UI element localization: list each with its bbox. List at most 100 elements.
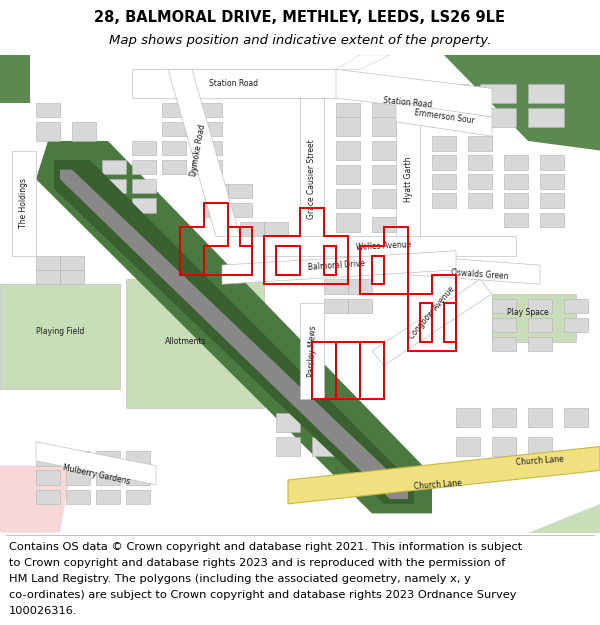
Polygon shape [408, 256, 540, 284]
Bar [372, 189, 396, 208]
Polygon shape [12, 151, 36, 256]
Bar [336, 165, 360, 184]
Polygon shape [300, 98, 324, 261]
Text: 28, BALMORAL DRIVE, METHLEY, LEEDS, LS26 9LE: 28, BALMORAL DRIVE, METHLEY, LEEDS, LS26… [95, 10, 505, 25]
Bar [336, 117, 360, 136]
Bar [528, 408, 552, 428]
Text: Balmoral Drive: Balmoral Drive [307, 259, 365, 272]
Text: Emmerson Sour: Emmerson Sour [413, 108, 475, 126]
Text: Station Road: Station Road [383, 96, 433, 109]
Bar [432, 84, 468, 102]
Text: Hyatt Garth: Hyatt Garth [404, 156, 413, 202]
Bar [276, 413, 300, 432]
Bar [324, 299, 348, 313]
Bar [336, 213, 360, 232]
Bar [528, 84, 564, 102]
Bar [102, 198, 126, 212]
Bar [132, 179, 156, 194]
Polygon shape [222, 251, 456, 284]
Bar [456, 437, 480, 456]
Bar [264, 222, 288, 236]
Text: to Crown copyright and database rights 2023 and is reproduced with the permissio: to Crown copyright and database rights 2… [9, 558, 505, 568]
Bar [540, 155, 564, 169]
Bar [504, 213, 528, 227]
Bar [312, 413, 336, 432]
Bar [126, 471, 150, 485]
Bar [528, 337, 552, 351]
Bar [528, 107, 564, 127]
Bar [468, 174, 492, 189]
Bar [564, 299, 588, 313]
Bar [96, 451, 120, 466]
Bar [162, 122, 186, 136]
Bar [132, 198, 156, 212]
Bar [126, 489, 150, 504]
Polygon shape [132, 69, 336, 98]
Bar [468, 194, 492, 208]
Bar [96, 471, 120, 485]
Bar [60, 256, 84, 270]
Text: Congbow Avenue: Congbow Avenue [407, 284, 457, 341]
Bar [132, 141, 156, 155]
Bar [66, 471, 90, 485]
Text: Playing Field: Playing Field [36, 328, 84, 336]
Text: Church Lane: Church Lane [516, 455, 564, 467]
Bar [228, 184, 252, 198]
Polygon shape [336, 69, 492, 117]
Text: Mulberry Gardens: Mulberry Gardens [62, 464, 130, 487]
Bar [432, 107, 468, 127]
Text: Dymoke Road: Dymoke Road [189, 124, 207, 177]
Bar [540, 174, 564, 189]
Polygon shape [372, 279, 492, 366]
Bar [240, 222, 264, 236]
Bar [228, 203, 252, 217]
Bar [204, 184, 228, 198]
Bar [372, 141, 396, 160]
Polygon shape [492, 294, 576, 341]
Bar [504, 174, 528, 189]
Bar [492, 337, 516, 351]
Bar [372, 165, 396, 184]
Bar [564, 408, 588, 428]
Bar [504, 155, 528, 169]
Bar [132, 160, 156, 174]
Text: Parsley Mews: Parsley Mews [307, 325, 317, 377]
Bar [528, 318, 552, 332]
Polygon shape [0, 55, 30, 102]
Polygon shape [168, 69, 240, 236]
Bar [372, 102, 396, 117]
Text: Church Lane: Church Lane [414, 479, 462, 491]
Bar [36, 489, 60, 504]
Polygon shape [528, 504, 600, 532]
Text: Station Road: Station Road [209, 79, 259, 88]
Bar [66, 451, 90, 466]
Bar [312, 437, 336, 456]
Polygon shape [36, 141, 432, 513]
Bar [468, 155, 492, 169]
Bar [36, 471, 60, 485]
Polygon shape [264, 236, 516, 256]
Bar [564, 318, 588, 332]
Bar [492, 318, 516, 332]
Polygon shape [54, 160, 414, 504]
Polygon shape [36, 442, 156, 485]
Polygon shape [288, 446, 600, 504]
Bar [162, 160, 186, 174]
Bar [36, 122, 60, 141]
Text: co-ordinates) are subject to Crown copyright and database rights 2023 Ordnance S: co-ordinates) are subject to Crown copyr… [9, 590, 517, 600]
Bar [528, 299, 552, 313]
Polygon shape [60, 169, 408, 499]
Polygon shape [444, 55, 600, 151]
Bar [102, 179, 126, 194]
Bar [72, 122, 96, 141]
Bar [36, 270, 60, 284]
Polygon shape [336, 55, 390, 69]
Polygon shape [0, 466, 72, 532]
Bar [66, 489, 90, 504]
Bar [192, 122, 222, 136]
Bar [540, 194, 564, 208]
Bar [192, 160, 222, 174]
Text: Map shows position and indicative extent of the property.: Map shows position and indicative extent… [109, 34, 491, 47]
Bar [492, 437, 516, 456]
Text: 100026316.: 100026316. [9, 606, 77, 616]
